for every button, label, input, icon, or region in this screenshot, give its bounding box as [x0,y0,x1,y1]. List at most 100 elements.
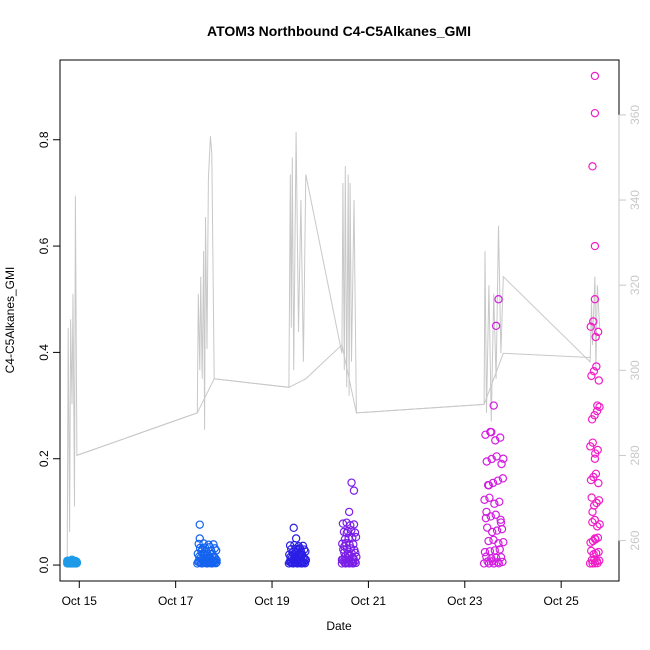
data-point [586,322,595,331]
series-flight2 [193,520,221,568]
right-axis: 260 280 300 320 340 360 [618,105,642,551]
data-point [592,406,602,416]
data-point [587,415,597,424]
data-point [483,523,492,532]
data-point [481,513,491,523]
data-point [587,493,596,502]
data-point [591,535,600,544]
data-point [342,518,351,527]
data-point [195,520,204,529]
data-point [593,327,603,337]
data-point [70,558,80,568]
data-point [592,362,601,371]
data-point [287,554,296,563]
data-point [480,547,490,557]
data-point [595,520,604,529]
data-point [211,546,221,555]
chart-title: ATOM3 Northbound C4-C5Alkanes_GMI [207,23,471,39]
data-point [194,539,203,549]
data-point [491,510,500,519]
data-point [480,495,489,505]
data-point [590,71,600,81]
data-point [588,162,597,171]
data-point [590,295,600,304]
y-tick-label: 0.2 [37,450,51,467]
y-axis-label: C4-C5Alkanes_GMI [3,267,17,374]
data-point [483,480,493,490]
data-point [593,401,602,410]
data-point [588,517,597,527]
data-point [351,532,361,542]
data-point [203,557,213,566]
data-point [193,549,202,558]
data-point [594,376,604,385]
data-point [496,515,505,525]
data-point [587,546,596,556]
data-point [348,559,358,568]
x-tick-label: Oct 15 [62,594,98,608]
data-point [587,371,596,381]
data-point [199,539,208,548]
data-point [492,526,502,535]
data-point [592,498,601,508]
series-flight5 [479,295,508,568]
data-point [488,557,497,566]
x-tick-label: Oct 21 [351,594,387,608]
data-point [492,452,501,461]
right-tick-label: 280 [628,445,642,465]
data-point [290,540,299,550]
data-point [339,557,348,566]
x-axis: Oct 15 Oct 17 Oct 19 Oct 21 Oct 23 Oct 25 [62,580,579,608]
data-point [69,557,78,566]
right-tick-label: 360 [628,105,642,125]
data-point [347,478,356,487]
data-point [590,241,600,251]
data-point [588,559,597,568]
data-point [594,496,604,505]
data-point [289,523,298,533]
data-point [346,544,355,553]
data-point [208,557,218,566]
data-point [589,367,599,376]
y-tick-label: 0.4 [37,344,51,361]
data-point [490,546,500,555]
data-point [205,542,215,552]
y-tick-label: 0.6 [37,237,51,254]
data-point [343,526,352,536]
data-point [498,474,508,483]
data-point [495,545,504,554]
data-point [64,558,73,567]
secondary-connector [76,343,591,456]
data-point [298,557,307,566]
series-flight6 [585,71,604,568]
right-tick-label: 340 [628,190,642,210]
data-point [590,411,599,420]
data-point [338,539,347,548]
data-point [344,507,354,517]
data-point [347,526,356,535]
data-point [341,538,351,548]
data-point [593,533,603,542]
data-point [589,501,599,510]
data-point [591,469,601,478]
data-point [483,557,492,566]
data-point [207,546,216,556]
data-point [338,519,348,528]
data-point [589,317,598,326]
data-point [72,557,81,566]
data-point [496,433,505,442]
plot-frame [59,59,620,582]
data-point [590,515,599,525]
data-point [487,454,496,464]
right-tick-label: 300 [628,360,642,380]
data-point [195,558,204,567]
data-point [487,527,497,537]
data-point [489,535,498,545]
data-point [340,548,349,557]
data-point [499,537,508,547]
data-point [292,555,302,565]
data-point [497,459,506,469]
data-point [482,507,491,517]
right-tick-label: 320 [628,275,642,295]
data-point [594,478,603,488]
